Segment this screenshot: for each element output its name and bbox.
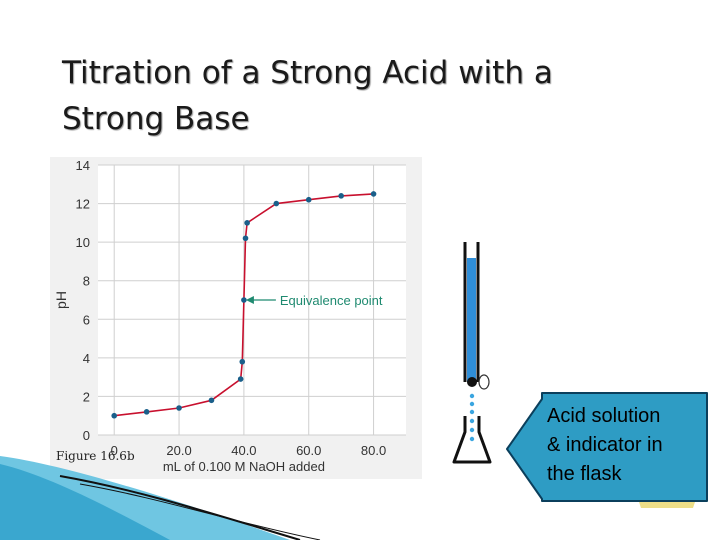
y-tick-label: 2 [83,389,90,404]
y-axis-label: pH [53,291,69,309]
data-point [305,196,312,203]
data-point [244,220,250,226]
data-point [208,397,215,404]
data-point [241,297,247,303]
data-point [237,376,244,382]
data-point [239,358,246,365]
burette-flask-illustration [452,242,492,464]
chart-svg: 0 2 4 6 8 10 12 14 0 20.0 40.0 60.0 80.0 pH mL of 0.10… [50,157,422,479]
x-tick-label: 0 [111,443,118,458]
annotation-label: Equivalence point [280,293,383,308]
data-point [370,191,377,197]
figure-caption: Figure 16.6b [56,449,135,463]
annotation-arrowhead [245,296,254,304]
data-point [111,412,118,419]
titration-chart: 0 2 4 6 8 10 12 14 0 20.0 40.0 60.0 80.0 pH mL of 0.10… [50,157,422,479]
drip-drops-icon [469,393,475,442]
callout-text: Acid solution & indicator in the flask [547,405,663,485]
data-point [338,193,344,199]
data-point [273,200,280,207]
burette-icon [463,242,490,390]
y-tick-label: 4 [83,351,90,366]
y-tick-label: 12 [76,197,90,212]
x-axis-label: mL of 0.100 M NaOH added [163,459,325,474]
y-tick-label: 10 [76,235,90,250]
callout-arrow [506,392,708,508]
x-tick-label: 80.0 [361,443,386,458]
data-point [242,235,249,242]
x-tick-label: 20.0 [166,443,191,458]
flask-icon [452,416,492,464]
y-tick-label: 6 [83,312,90,327]
decorative-swoosh [0,456,321,540]
y-tick-label: 14 [76,158,90,173]
data-point [176,405,182,411]
x-tick-label: 40.0 [231,443,256,458]
x-tick-label: 60.0 [296,443,321,458]
data-point [143,409,150,415]
slide-title: Titration of a Strong Acid with a Strong… [62,55,553,137]
y-tick-label: 8 [83,274,90,289]
y-tick-label: 0 [83,428,90,443]
